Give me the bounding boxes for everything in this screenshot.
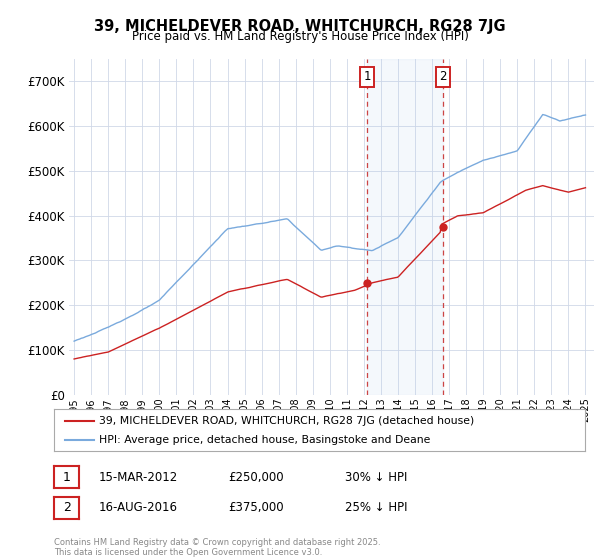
- Text: 1: 1: [62, 470, 71, 484]
- Text: 16-AUG-2016: 16-AUG-2016: [99, 501, 178, 515]
- Text: 25% ↓ HPI: 25% ↓ HPI: [345, 501, 407, 515]
- Text: 30% ↓ HPI: 30% ↓ HPI: [345, 470, 407, 484]
- Text: 15-MAR-2012: 15-MAR-2012: [99, 470, 178, 484]
- Text: 39, MICHELDEVER ROAD, WHITCHURCH, RG28 7JG: 39, MICHELDEVER ROAD, WHITCHURCH, RG28 7…: [94, 19, 506, 34]
- Text: 2: 2: [62, 501, 71, 515]
- Text: £375,000: £375,000: [228, 501, 284, 515]
- Bar: [367, 59, 443, 395]
- Text: 2: 2: [439, 70, 446, 83]
- Text: HPI: Average price, detached house, Basingstoke and Deane: HPI: Average price, detached house, Basi…: [99, 435, 431, 445]
- Text: 1: 1: [364, 70, 371, 83]
- Text: Price paid vs. HM Land Registry's House Price Index (HPI): Price paid vs. HM Land Registry's House …: [131, 30, 469, 43]
- Text: Contains HM Land Registry data © Crown copyright and database right 2025.
This d: Contains HM Land Registry data © Crown c…: [54, 538, 380, 557]
- Text: 39, MICHELDEVER ROAD, WHITCHURCH, RG28 7JG (detached house): 39, MICHELDEVER ROAD, WHITCHURCH, RG28 7…: [99, 416, 475, 426]
- Text: £250,000: £250,000: [228, 470, 284, 484]
